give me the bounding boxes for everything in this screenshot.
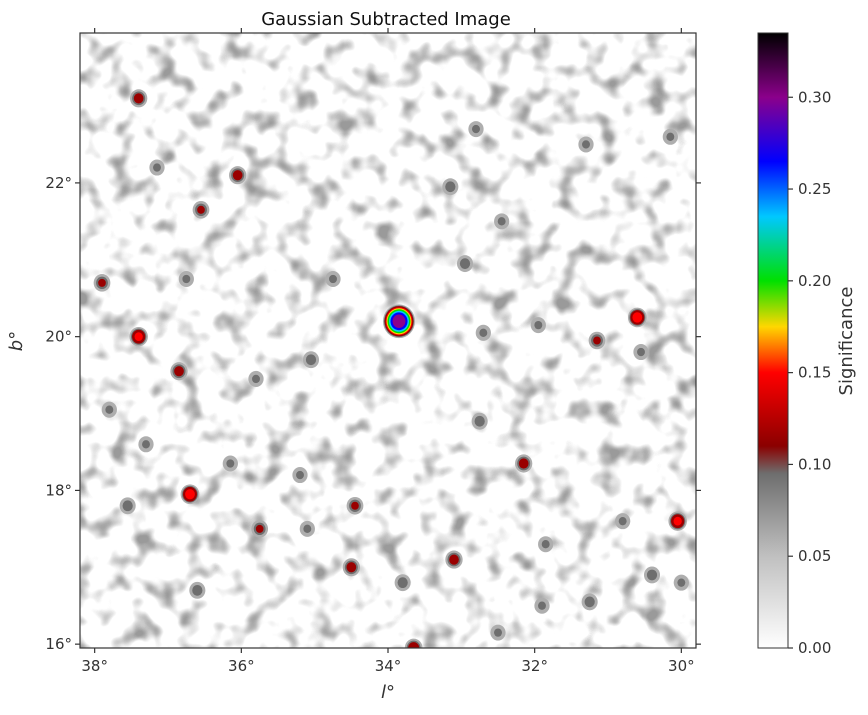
peak-39 [534,597,550,614]
y-tick-label-1: 18° [45,481,72,499]
peak-40 [633,344,649,361]
colorbar-gradient [757,32,789,649]
peak-6 [130,89,148,108]
peak-43 [299,520,315,537]
y-tick-label-3: 22° [45,174,72,192]
peak-5 [404,638,423,648]
peak-0 [382,304,416,339]
peak-13 [515,454,533,473]
peak-31 [248,370,264,387]
x-tick-label-4: 30° [668,657,695,675]
colorbar-tick-label-2: 0.10 [798,455,831,473]
peak-32 [475,324,491,341]
peak-24 [119,497,136,515]
peak-3 [180,484,200,505]
colorbar-tick-label-6: 0.30 [798,88,831,106]
peak-8 [192,201,210,219]
peak-17 [251,520,269,538]
peak-33 [530,317,546,334]
peak-12 [445,550,463,569]
peak-4 [668,511,687,531]
peak-19 [189,581,206,599]
peak-7 [229,166,247,185]
x-tick-label-1: 36° [228,657,255,675]
peak-35 [662,128,678,145]
peak-37 [494,213,510,230]
colorbar-tick-label-1: 0.05 [798,547,831,565]
peak-30 [178,270,194,288]
peak-9 [93,274,111,292]
peak-36 [149,159,165,176]
colorbar-tick-label-0: 0.00 [798,639,831,657]
peak-23 [302,351,320,369]
colorbar-tick-label-3: 0.15 [798,364,831,382]
axes: 38° 36° 34° 32° 30° 16° 18° 20° 22° [45,28,701,675]
peak-28 [222,455,238,472]
x-tick-label-3: 32° [521,657,548,675]
peak-45 [673,574,689,591]
x-tick-label-2: 34° [375,657,402,675]
x-tick-label-0: 38° [81,657,108,675]
x-axis-label: l° [381,682,395,703]
colorbar-label: Significance [836,287,857,396]
peak-14 [588,331,606,350]
peak-29 [292,467,308,484]
peak-1 [627,307,647,328]
peak-15 [442,178,459,196]
colorbar-tick-label-4: 0.20 [798,272,831,290]
peak-2 [129,326,148,347]
peak-16 [456,255,474,273]
colorbar: 0.00 0.05 0.10 0.15 0.20 0.25 0.30 [757,32,831,657]
peak-21 [581,593,598,611]
peak-34 [615,513,631,530]
y-tick-label-0: 16° [45,635,72,653]
peak-42 [538,536,554,553]
peak-11 [342,558,360,577]
peak-22 [471,412,488,430]
peak-46 [101,401,117,418]
chart-title: Gaussian Subtracted Image [261,9,511,30]
y-tick-label-2: 20° [45,328,72,346]
peak-38 [325,270,341,288]
peak-26 [490,624,506,641]
colorbar-tick-label-5: 0.25 [798,180,831,198]
y-axis-label: b° [6,331,27,351]
peak-27 [138,436,154,453]
peak-25 [394,574,411,592]
peak-41 [468,121,484,138]
plot-area [80,33,696,648]
peak-10 [170,362,188,381]
peak-18 [346,496,364,515]
peak-44 [578,136,594,153]
peak-20 [643,566,661,584]
